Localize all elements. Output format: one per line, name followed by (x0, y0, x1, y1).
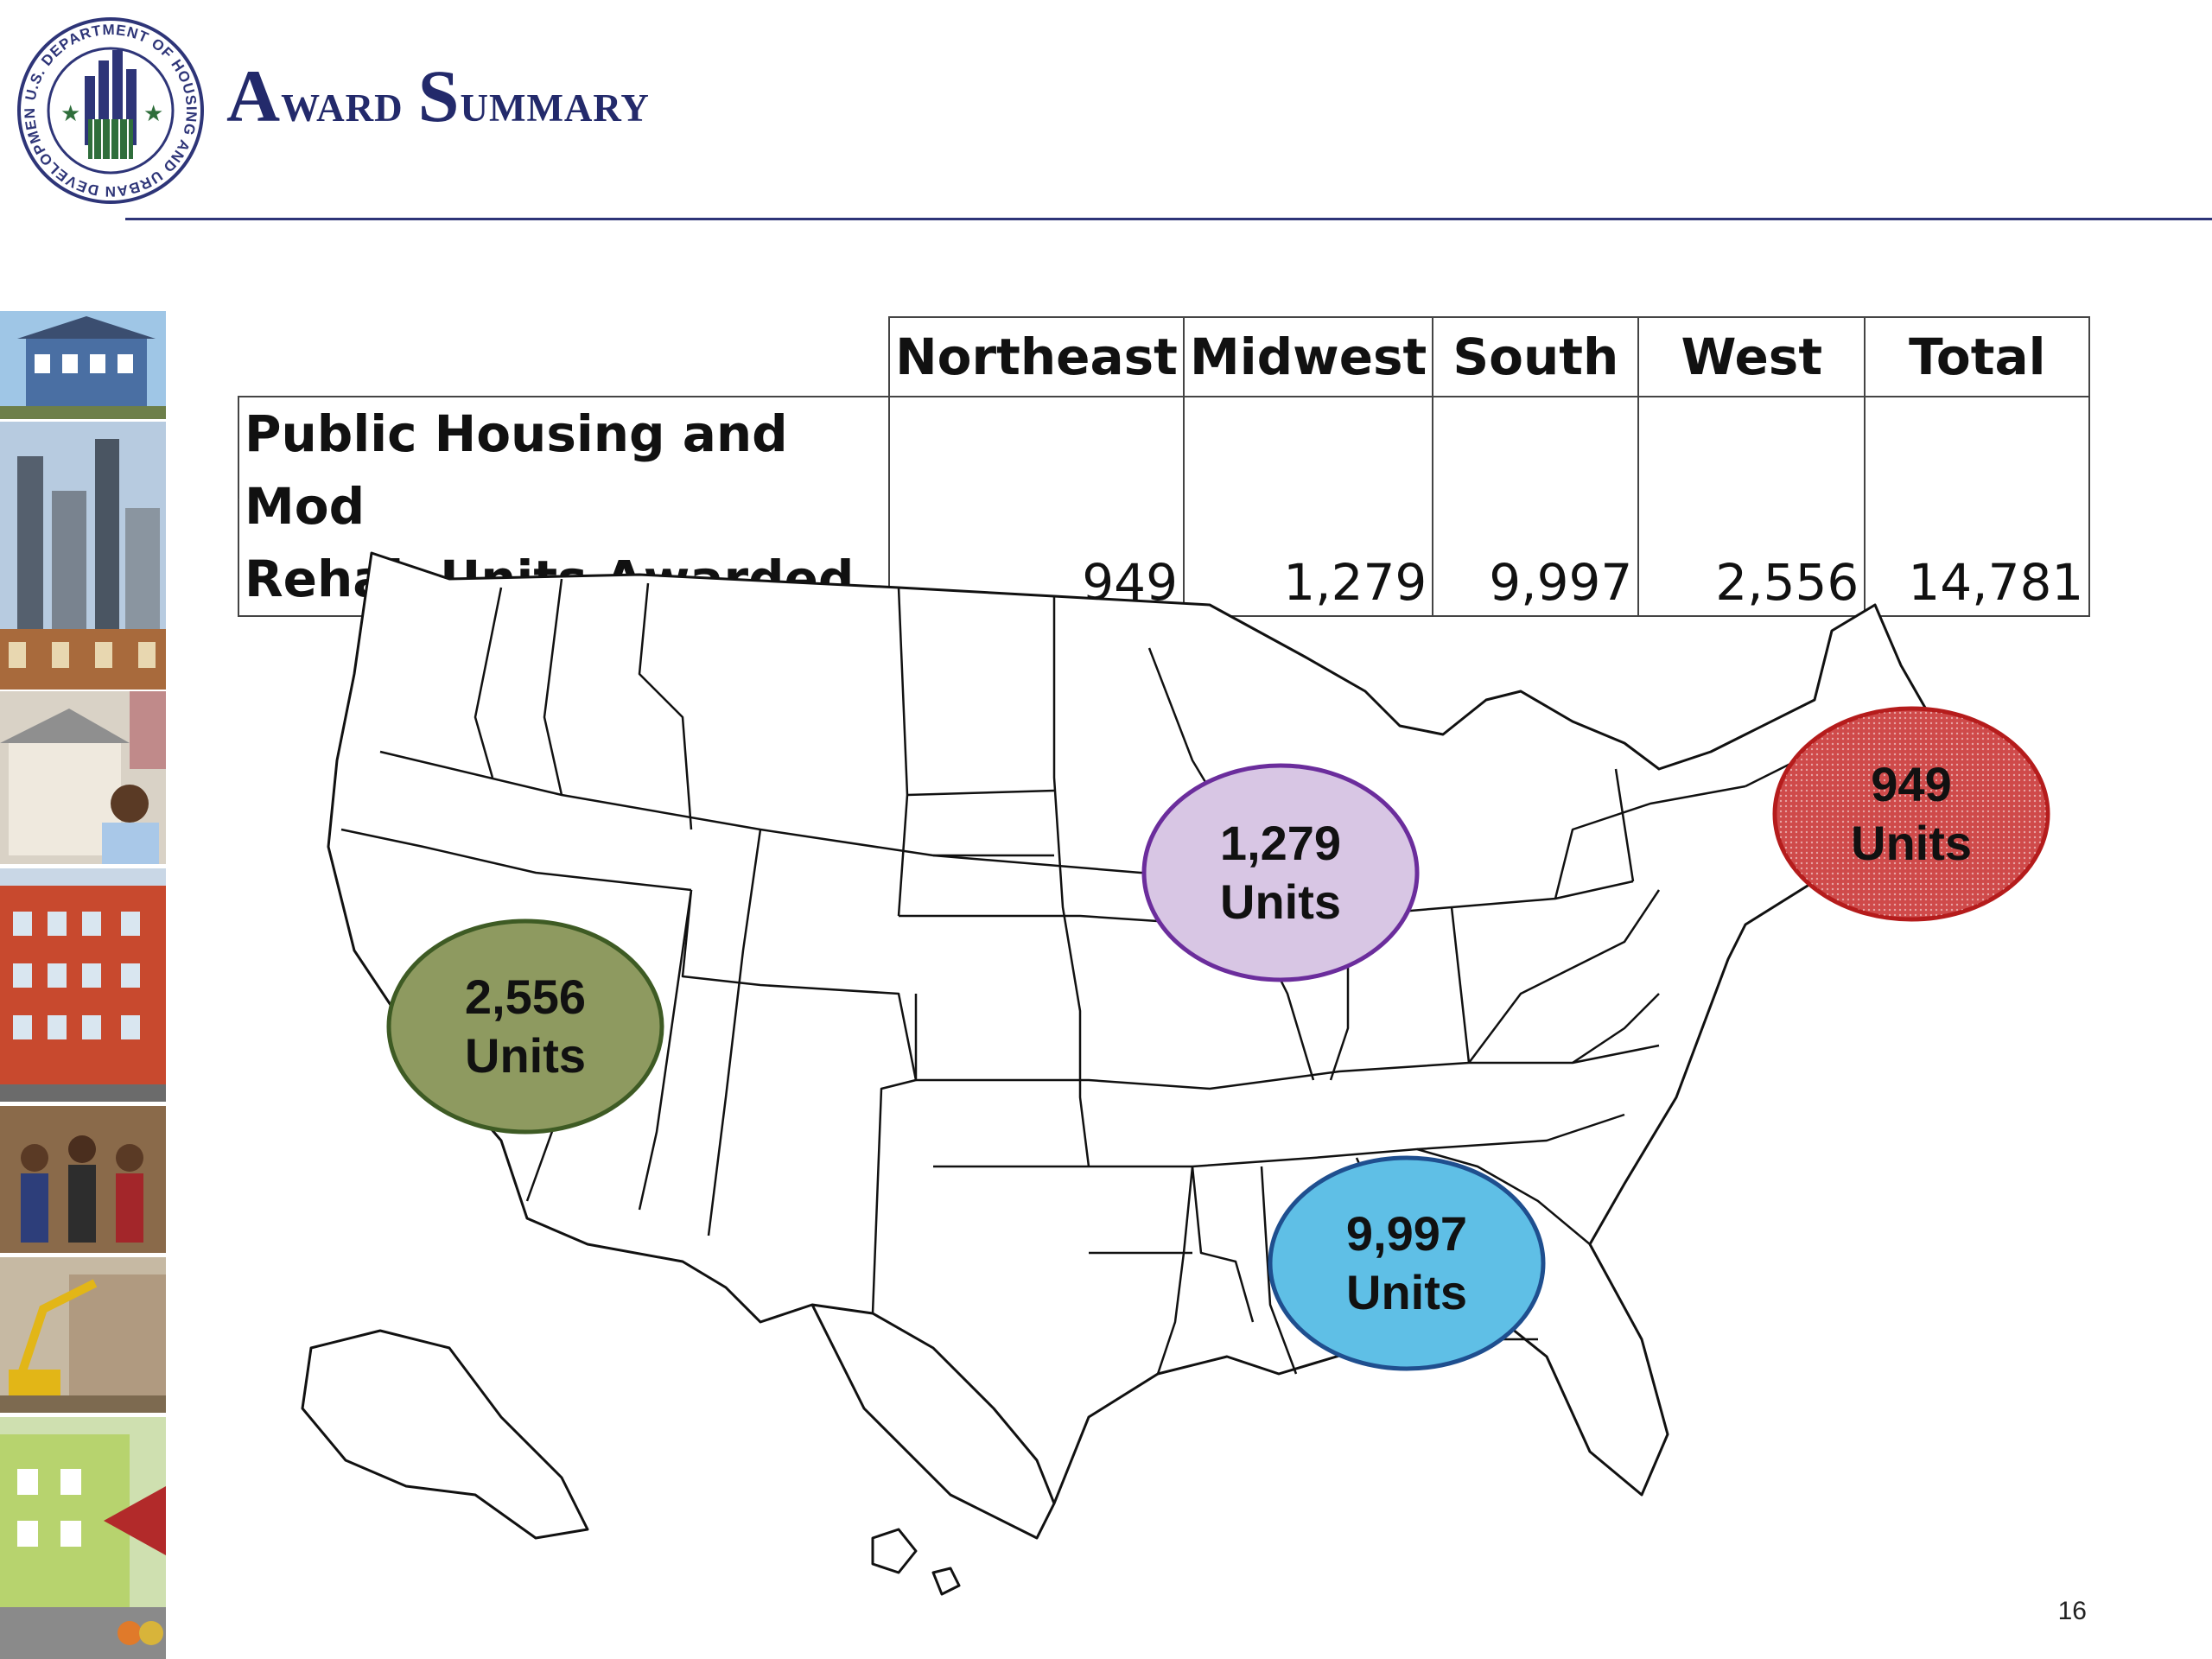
table-cell: 14,781 (1864, 396, 2091, 617)
table-corner-cell (238, 317, 890, 397)
city-skyline-photo (0, 422, 166, 690)
svg-text:★: ★ (143, 100, 163, 126)
page-title: Award Summary (226, 54, 650, 137)
residents-photo (0, 691, 166, 864)
midwest-label: 1,279 Units (1219, 816, 1342, 929)
table-row: Public Housing and Mod Rehab Units Award… (238, 396, 2091, 617)
west-label: 2,556 Units (464, 969, 587, 1083)
table-cell: 9,997 (1432, 396, 1640, 617)
column-header: South (1432, 316, 1640, 397)
table-cell: 1,279 (1182, 396, 1434, 617)
photo-strip (0, 311, 166, 1659)
south-label: 9,997 Units (1345, 1206, 1468, 1319)
family-photo (0, 1106, 166, 1253)
page-number: 16 (2057, 1597, 2087, 1625)
construction-photo (0, 1257, 166, 1413)
apartment-building-photo (0, 868, 166, 1102)
column-header: Midwest (1182, 316, 1434, 397)
award-summary-table: Northeast Midwest South West Total Publi… (238, 316, 2091, 617)
column-header: West (1637, 316, 1866, 397)
table-cell: 2,556 (1637, 396, 1866, 617)
house-photo (0, 311, 166, 419)
column-header: Northeast (888, 316, 1185, 397)
column-header: Total (1864, 316, 2091, 397)
street-storefront-photo (0, 1417, 166, 1659)
svg-text:★: ★ (60, 100, 80, 126)
northeast-label: 949 Units (1851, 757, 1972, 870)
hud-seal-logo: U.S. DEPARTMENT OF HOUSING AND URBAN DEV… (16, 16, 204, 204)
table-header-row: Northeast Midwest South West Total (238, 316, 2091, 397)
title-divider (125, 218, 2212, 220)
